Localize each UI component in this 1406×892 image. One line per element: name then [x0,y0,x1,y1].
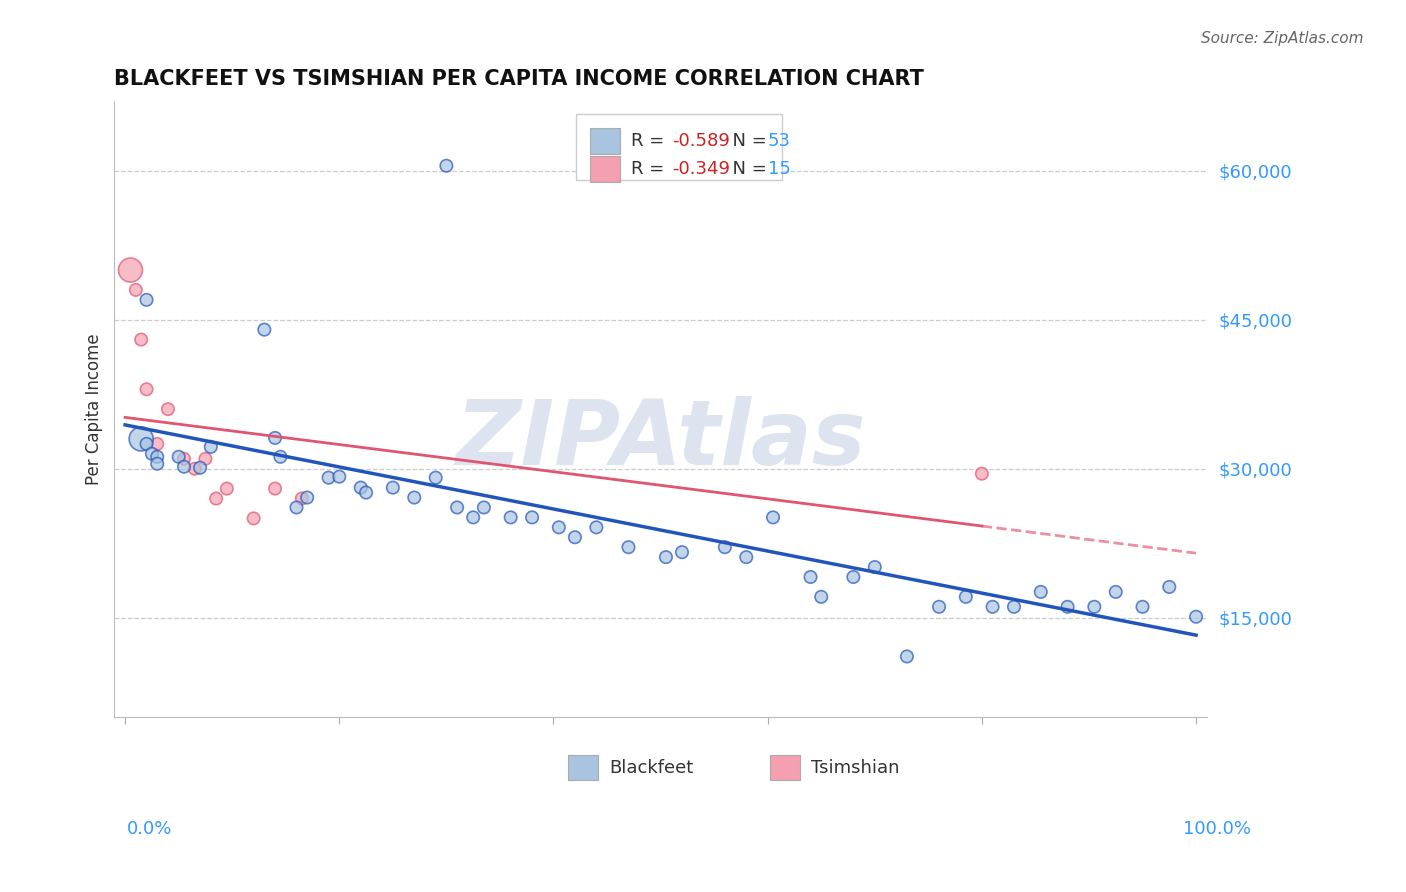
Point [472,500,495,515]
Point [1132,599,1154,614]
Point [499,510,522,524]
Point [762,510,785,524]
Point [735,550,758,565]
Point [585,520,607,534]
Point [617,540,640,554]
Point [125,283,148,297]
Text: -0.349: -0.349 [672,160,731,178]
Point [928,599,950,614]
Point [194,451,217,466]
Point [446,500,468,515]
Text: Tsimshian: Tsimshian [811,758,900,777]
Point [146,450,169,464]
FancyBboxPatch shape [770,755,800,780]
Point [129,333,152,347]
Text: ZIPAtlas: ZIPAtlas [456,396,866,484]
Point [167,450,190,464]
Point [1029,585,1052,599]
Point [425,470,447,484]
Point [264,482,287,496]
FancyBboxPatch shape [589,156,620,182]
Point [135,293,157,307]
Point [291,491,314,506]
Point [156,402,179,417]
Point [215,482,238,496]
Point [146,437,169,451]
FancyBboxPatch shape [589,128,620,154]
Point [799,570,821,584]
Point [295,491,318,505]
Point [896,649,918,664]
Point [863,560,886,574]
Point [264,431,287,445]
Point [184,461,207,475]
Text: BLACKFEET VS TSIMSHIAN PER CAPITA INCOME CORRELATION CHART: BLACKFEET VS TSIMSHIAN PER CAPITA INCOME… [114,69,924,88]
Y-axis label: Per Capita Income: Per Capita Income [86,334,103,485]
Point [404,491,426,505]
Point [328,469,350,483]
Point [173,459,195,474]
Point [253,323,276,337]
Point [434,159,457,173]
Point [547,520,569,534]
Text: Blackfeet: Blackfeet [609,758,693,777]
Point [135,382,157,396]
Text: -0.589: -0.589 [672,132,731,150]
Point [200,440,222,454]
Point [269,450,291,464]
Text: 15: 15 [768,160,790,178]
Point [173,451,195,466]
Text: 53: 53 [768,132,790,150]
Point [285,500,308,515]
Text: 0.0%: 0.0% [127,820,172,838]
Point [242,511,264,525]
Point [1159,580,1181,594]
Point [520,510,543,524]
Point [1185,609,1208,624]
Point [141,447,163,461]
Point [655,550,678,565]
Point [188,460,211,475]
Point [1002,599,1025,614]
FancyBboxPatch shape [576,113,782,180]
Point [810,590,832,604]
Point [129,432,152,446]
Point [1083,599,1105,614]
Point [205,491,228,506]
Point [842,570,865,584]
Point [955,590,977,604]
Point [714,540,737,554]
Point [350,481,373,495]
Text: 100.0%: 100.0% [1184,820,1251,838]
Point [671,545,693,559]
Point [354,485,377,500]
Point [564,530,586,544]
Point [463,510,485,524]
Point [146,457,169,471]
Point [135,437,157,451]
Point [381,481,404,495]
Point [970,467,993,481]
Point [1105,585,1128,599]
Text: R =: R = [631,160,671,178]
Point [981,599,1004,614]
FancyBboxPatch shape [568,755,599,780]
Point [120,263,142,277]
Point [318,470,340,484]
Text: N =: N = [721,132,772,150]
Point [1056,599,1078,614]
Text: N =: N = [721,160,772,178]
Text: R =: R = [631,132,671,150]
Text: Source: ZipAtlas.com: Source: ZipAtlas.com [1201,31,1364,46]
